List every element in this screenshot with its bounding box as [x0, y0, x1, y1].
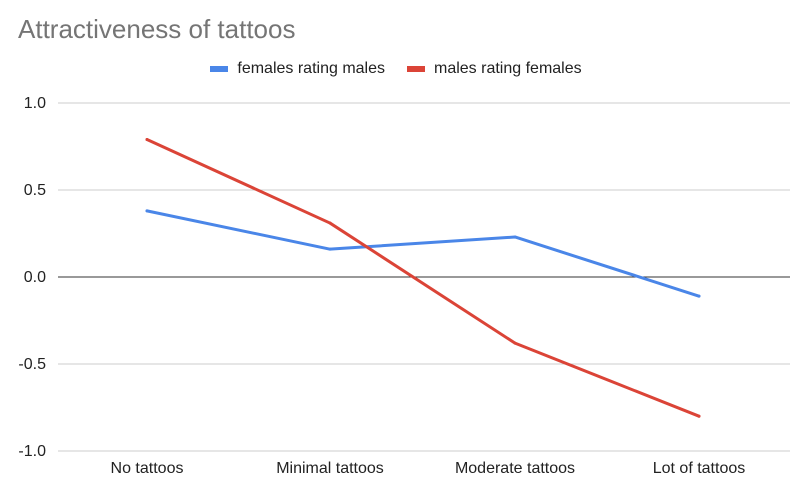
- data-point-males-rating-females: [328, 221, 332, 225]
- legend-swatch-females-rating-males: [210, 66, 229, 72]
- data-point-males-rating-females: [513, 341, 517, 345]
- data-point-females-rating-males: [328, 247, 332, 251]
- y-tick-label: 1.0: [24, 95, 46, 112]
- series-line-males-rating-females: [145, 138, 701, 418]
- y-tick-label: -1.0: [18, 443, 46, 460]
- legend-item-females-rating-males[interactable]: females rating males: [210, 60, 385, 78]
- data-point-females-rating-males: [697, 294, 701, 298]
- series-line-females-rating-males: [145, 209, 701, 298]
- x-tick-label: No tattoos: [111, 460, 184, 477]
- x-tick-label: Lot of tattoos: [653, 460, 746, 477]
- legend: females rating males males rating female…: [0, 60, 792, 78]
- y-tick-label: 0.0: [24, 269, 46, 286]
- legend-item-males-rating-females[interactable]: males rating females: [407, 60, 582, 78]
- legend-label-males-rating-females: males rating females: [434, 60, 582, 77]
- data-point-males-rating-females: [145, 138, 149, 142]
- data-point-males-rating-females: [697, 414, 701, 418]
- x-tick-label: Moderate tattoos: [455, 460, 575, 477]
- data-point-females-rating-males: [145, 209, 149, 213]
- y-tick-label: 0.5: [24, 182, 46, 199]
- y-tick-label: -0.5: [18, 356, 46, 373]
- legend-label-females-rating-males: females rating males: [237, 60, 385, 77]
- chart-title: Attractiveness of tattoos: [18, 14, 296, 44]
- legend-swatch-males-rating-females: [407, 66, 425, 72]
- data-point-females-rating-males: [513, 235, 517, 239]
- x-tick-label: Minimal tattoos: [276, 460, 384, 477]
